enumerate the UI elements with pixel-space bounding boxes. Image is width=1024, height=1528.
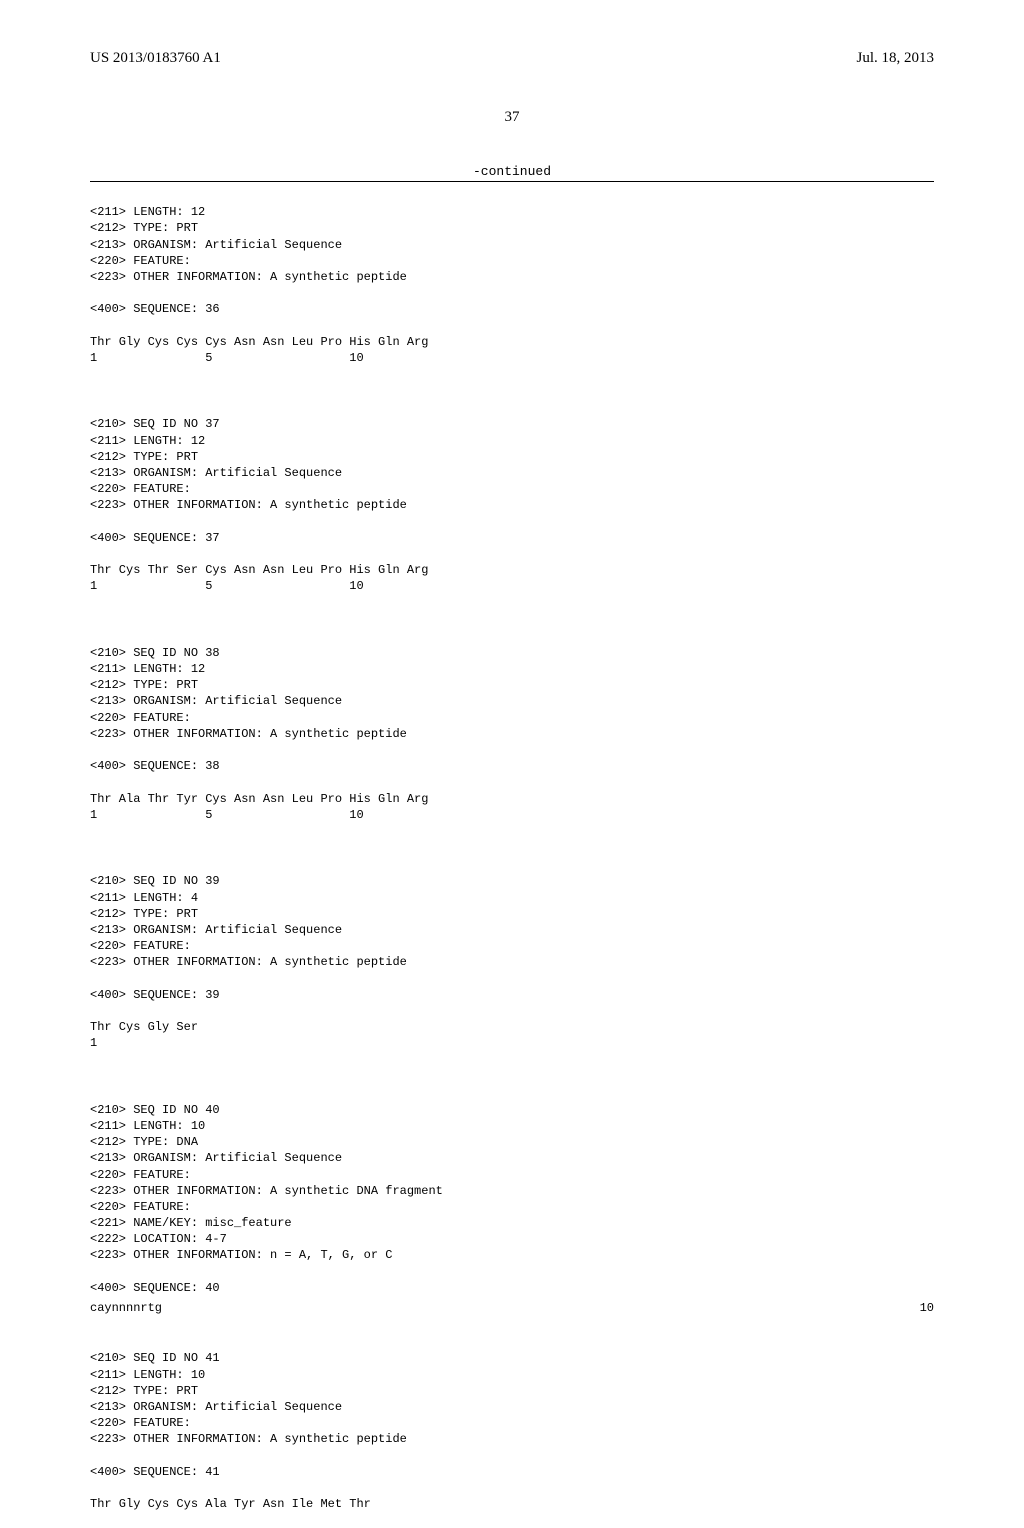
page-number: 37 [90,109,934,126]
residues: Thr Cys Thr Ser Cys Asn Asn Leu Pro His … [90,563,428,577]
meta-line: <210> SEQ ID NO 40 [90,1103,220,1117]
meta-line: <220> FEATURE: [90,711,191,725]
sequence-block: <210> SEQ ID NO 41 <211> LENGTH: 10 <212… [90,1334,934,1528]
meta-line: <212> TYPE: PRT [90,678,198,692]
residue-numbers: 1 5 10 [90,808,364,822]
residue-numbers: 1 5 10 [90,351,364,365]
meta-line: <220> FEATURE: [90,1168,191,1182]
meta-line: <210> SEQ ID NO 39 [90,874,220,888]
meta-line: <220> FEATURE: [90,939,191,953]
meta-line: <223> OTHER INFORMATION: A synthetic pep… [90,498,407,512]
divider-line [90,181,934,182]
meta-line: <213> ORGANISM: Artificial Sequence [90,694,342,708]
meta-line: <223> OTHER INFORMATION: A synthetic DNA… [90,1184,443,1198]
meta-line: <213> ORGANISM: Artificial Sequence [90,466,342,480]
seq-header: <400> SEQUENCE: 37 [90,531,220,545]
meta-line: <220> FEATURE: [90,254,191,268]
meta-line: <212> TYPE: PRT [90,450,198,464]
meta-line: <211> LENGTH: 10 [90,1119,205,1133]
residue-numbers: 1 [90,1036,97,1050]
meta-line: <220> FEATURE: [90,1200,191,1214]
continued-label: -continued [90,164,934,179]
meta-line: <210> SEQ ID NO 37 [90,417,220,431]
sequence-block: <210> SEQ ID NO 40 <211> LENGTH: 10 <212… [90,1086,934,1296]
sequence-block: <210> SEQ ID NO 39 <211> LENGTH: 4 <212>… [90,857,934,1067]
meta-line: <220> FEATURE: [90,482,191,496]
meta-line: <213> ORGANISM: Artificial Sequence [90,1151,342,1165]
sequence-block: <210> SEQ ID NO 38 <211> LENGTH: 12 <212… [90,629,934,839]
residues: Thr Gly Cys Cys Ala Tyr Asn Ile Met Thr [90,1497,371,1511]
publication-date: Jul. 18, 2013 [856,50,934,67]
sequence-block: <211> LENGTH: 12 <212> TYPE: PRT <213> O… [90,188,934,382]
meta-line: <211> LENGTH: 12 [90,434,205,448]
meta-line: <223> OTHER INFORMATION: A synthetic pep… [90,727,407,741]
meta-line: <210> SEQ ID NO 38 [90,646,220,660]
residues: Thr Gly Cys Cys Cys Asn Asn Leu Pro His … [90,335,428,349]
seq-header: <400> SEQUENCE: 40 [90,1281,220,1295]
meta-line: <220> FEATURE: [90,1416,191,1430]
residues: caynnnnrtg [90,1300,162,1316]
seq-header: <400> SEQUENCE: 36 [90,302,220,316]
seq-header: <400> SEQUENCE: 38 [90,759,220,773]
meta-line: <222> LOCATION: 4-7 [90,1232,227,1246]
residue-numbers: 1 5 10 [90,579,364,593]
meta-line: <212> TYPE: PRT [90,1384,198,1398]
patent-page: US 2013/0183760 A1 Jul. 18, 2013 37 -con… [0,0,1024,1320]
dna-sequence-row: caynnnnrtg 10 [90,1300,934,1316]
meta-line: <223> OTHER INFORMATION: n = A, T, G, or… [90,1248,392,1262]
seq-header: <400> SEQUENCE: 39 [90,988,220,1002]
meta-line: <211> LENGTH: 10 [90,1368,205,1382]
meta-line: <212> TYPE: DNA [90,1135,198,1149]
meta-line: <223> OTHER INFORMATION: A synthetic pep… [90,955,407,969]
meta-line: <223> OTHER INFORMATION: A synthetic pep… [90,1432,407,1446]
meta-line: <212> TYPE: PRT [90,907,198,921]
residues: Thr Ala Thr Tyr Cys Asn Asn Leu Pro His … [90,792,428,806]
meta-line: <213> ORGANISM: Artificial Sequence [90,1400,342,1414]
residues: Thr Cys Gly Ser [90,1020,198,1034]
meta-line: <221> NAME/KEY: misc_feature [90,1216,292,1230]
meta-line: <213> ORGANISM: Artificial Sequence [90,923,342,937]
seq-header: <400> SEQUENCE: 41 [90,1465,220,1479]
meta-line: <211> LENGTH: 12 [90,662,205,676]
residue-right-number: 10 [920,1300,934,1316]
meta-line: <211> LENGTH: 4 [90,891,198,905]
meta-line: <211> LENGTH: 12 [90,205,205,219]
meta-line: <210> SEQ ID NO 41 [90,1351,220,1365]
meta-line: <213> ORGANISM: Artificial Sequence [90,238,342,252]
sequence-block: <210> SEQ ID NO 37 <211> LENGTH: 12 <212… [90,400,934,610]
meta-line: <212> TYPE: PRT [90,221,198,235]
meta-line: <223> OTHER INFORMATION: A synthetic pep… [90,270,407,284]
publication-number: US 2013/0183760 A1 [90,50,221,67]
page-header: US 2013/0183760 A1 Jul. 18, 2013 [90,50,934,67]
